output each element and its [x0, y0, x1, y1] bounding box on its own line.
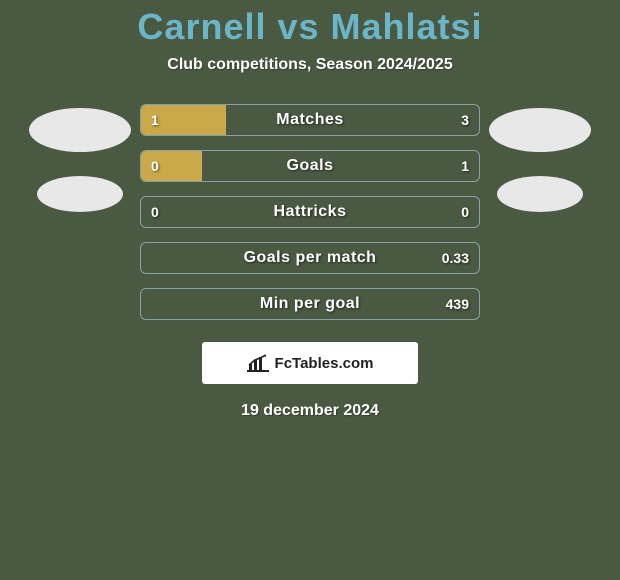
stat-bar: 1Matches3: [140, 104, 480, 136]
chart-icon: [247, 354, 269, 372]
stat-right-value: 1: [461, 151, 469, 181]
team-right-avatar: [497, 176, 583, 212]
stat-label: Goals: [141, 151, 479, 181]
team-left-avatar: [37, 176, 123, 212]
page-title: Carnell vs Mahlatsi: [137, 6, 482, 48]
attribution-text: FcTables.com: [275, 355, 374, 372]
stat-label: Hattricks: [141, 197, 479, 227]
subtitle: Club competitions, Season 2024/2025: [167, 56, 452, 74]
stat-bar: 0Goals1: [140, 150, 480, 182]
stat-bar: Goals per match0.33: [140, 242, 480, 274]
stat-right-value: 0.33: [442, 243, 469, 273]
left-avatar-column: [20, 104, 140, 212]
stats-container: 1Matches30Goals10Hattricks0Goals per mat…: [0, 104, 620, 320]
player-left-avatar: [29, 108, 131, 152]
right-avatar-column: [480, 104, 600, 212]
stat-label: Goals per match: [141, 243, 479, 273]
player-right-avatar: [489, 108, 591, 152]
comparison-bars: 1Matches30Goals10Hattricks0Goals per mat…: [140, 104, 480, 320]
stat-bar: 0Hattricks0: [140, 196, 480, 228]
stat-right-value: 3: [461, 105, 469, 135]
stat-label: Matches: [141, 105, 479, 135]
stat-label: Min per goal: [141, 289, 479, 319]
stat-right-value: 439: [446, 289, 469, 319]
attribution-badge: FcTables.com: [202, 342, 418, 384]
date-line: 19 december 2024: [241, 402, 379, 420]
stat-right-value: 0: [461, 197, 469, 227]
stat-bar: Min per goal439: [140, 288, 480, 320]
